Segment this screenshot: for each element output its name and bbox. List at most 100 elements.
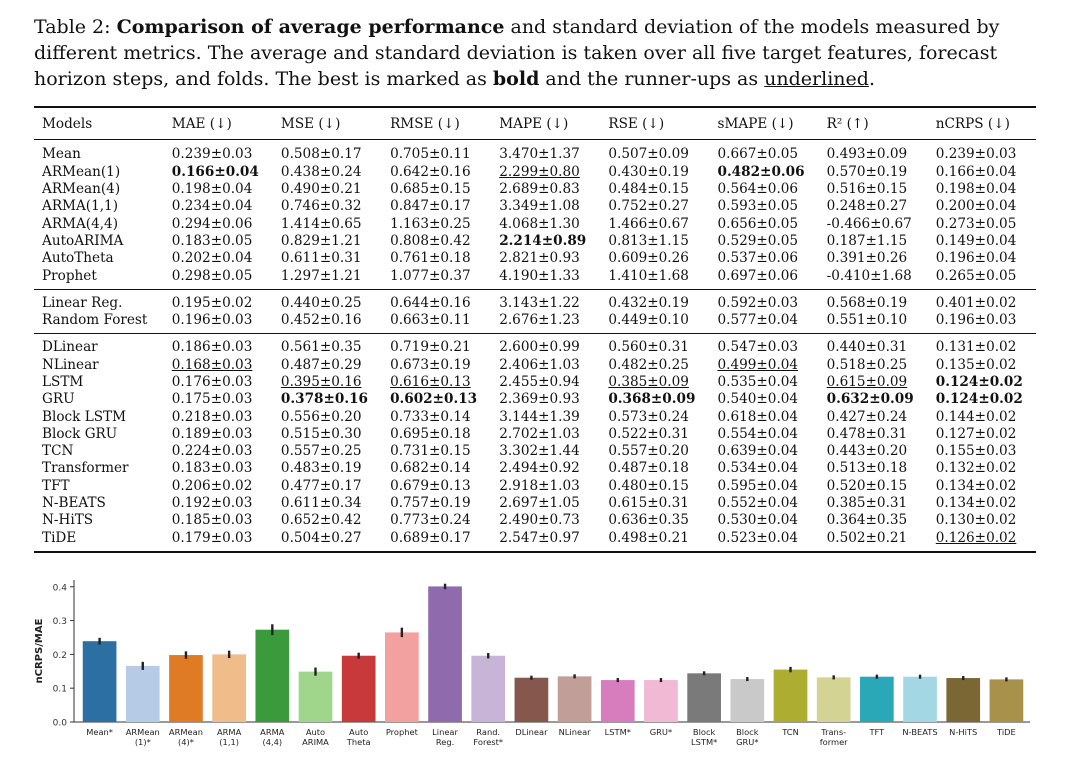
model-name-cell: ARMA(1,1) xyxy=(42,198,119,215)
metric-cell: 0.187±1.15 xyxy=(826,232,908,249)
metric-cell: 0.573±0.24 xyxy=(608,408,689,425)
metric-cell: 0.155±0.03 xyxy=(935,443,1017,460)
x-tick-label: Auto xyxy=(306,727,325,737)
metric-cell: 0.127±0.02 xyxy=(935,425,1017,442)
metric-cell: 2.214±0.89 xyxy=(499,232,587,249)
bar xyxy=(730,679,765,722)
metric-cell: 0.534±0.04 xyxy=(717,460,799,477)
metric-cell: 0.513±0.18 xyxy=(826,460,908,477)
runner-up-value: 0.168±0.03 xyxy=(171,356,253,373)
metric-cell: 2.697±1.05 xyxy=(499,495,580,512)
model-name-cell: DLinear xyxy=(42,339,98,356)
metric-cell: 2.821±0.93 xyxy=(499,250,580,267)
metric-cell: 0.577±0.04 xyxy=(717,312,799,329)
metric-cell: 0.200±0.04 xyxy=(935,198,1017,215)
x-tick-label: (1,1) xyxy=(219,737,239,747)
metric-cell: 0.570±0.19 xyxy=(826,163,908,180)
metric-cell: 0.202±0.04 xyxy=(171,250,253,267)
model-name-cell: AutoTheta xyxy=(42,250,114,267)
x-tick-label: TCN xyxy=(781,727,799,737)
metric-cell: 0.697±0.06 xyxy=(717,267,799,284)
table-group: Mean 0.239±0.03 0.508±0.17 0.705±0.11 3.470±… xyxy=(34,140,1036,289)
y-tick-label: 0.2 xyxy=(53,651,67,661)
metric-cell: 0.401±0.02 xyxy=(935,294,1017,311)
x-tick-label: Block xyxy=(736,727,759,737)
metric-cell: 0.523±0.04 xyxy=(717,529,799,546)
table-row: ARMean(1) 0.166±0.04 0.438±0.24 0.642±0.16 2… xyxy=(34,164,1036,181)
metric-cell: 0.611±0.31 xyxy=(280,250,362,267)
runner-up-value: 0.499±0.04 xyxy=(717,356,799,373)
bar xyxy=(644,680,678,722)
metric-cell: 0.135±0.02 xyxy=(935,356,1017,373)
metric-cell: 0.656±0.05 xyxy=(717,215,799,232)
metric-cell: 0.126±0.02 xyxy=(927,530,1036,552)
metric-cell: 0.364±0.35 xyxy=(826,512,908,529)
metric-cell: 4.068±1.30 xyxy=(499,215,580,232)
metric-cell: 0.685±0.15 xyxy=(390,181,471,198)
caption-text-1: and standard deviation of the models mea… xyxy=(34,16,1000,90)
metric-cell: 2.369±0.93 xyxy=(499,391,580,408)
metric-cell: 0.206±0.02 xyxy=(171,477,253,494)
metric-cell: 0.592±0.03 xyxy=(717,294,799,311)
metric-cell: 0.186±0.03 xyxy=(171,339,253,356)
model-name-cell: Block GRU xyxy=(42,425,118,442)
metric-cell: 0.430±0.19 xyxy=(608,163,689,180)
table-row: TCN 0.224±0.03 0.557±0.25 0.731±0.15 3.302±1… xyxy=(34,443,1036,460)
metric-cell: 0.808±0.42 xyxy=(390,232,471,249)
metric-cell: 0.134±0.02 xyxy=(935,495,1017,512)
x-tick-label: TFT xyxy=(868,727,885,737)
metric-cell: 0.520±0.15 xyxy=(826,477,908,494)
table-row: GRU 0.175±0.03 0.378±0.16 0.602±0.13 2.369±0… xyxy=(34,391,1036,408)
model-name-cell: ARMean(4) xyxy=(42,181,121,198)
metric-cell: 0.551±0.10 xyxy=(826,312,908,329)
metric-cell: 0.616±0.13 xyxy=(381,374,490,391)
metric-cell: 0.166±0.04 xyxy=(935,163,1017,180)
metric-cell: 0.483±0.19 xyxy=(280,460,362,477)
results-table-container: Models MAE (↓) MSE (↓) RMSE (↓) MAPE (↓) RSE … xyxy=(34,106,1036,553)
model-name-cell: TCN xyxy=(42,443,74,460)
metric-cell: 0.234±0.04 xyxy=(171,198,253,215)
table-row: ARMean(4) 0.198±0.04 0.490±0.21 0.685±0.15 2… xyxy=(34,181,1036,198)
x-tick-label: ARMA xyxy=(217,727,242,737)
metric-cell: 0.198±0.04 xyxy=(935,181,1017,198)
metric-cell: 0.179±0.03 xyxy=(171,529,253,546)
model-name-cell: TFT xyxy=(42,477,70,494)
metric-cell: 1.466±0.67 xyxy=(608,215,689,232)
metric-cell: 0.547±0.03 xyxy=(717,339,799,356)
metric-cell: 0.166±0.04 xyxy=(171,163,259,180)
caption-text-2: and the runner-ups as xyxy=(539,68,765,90)
metric-cell: 0.746±0.32 xyxy=(280,198,362,215)
metric-cell: 0.502±0.21 xyxy=(826,529,908,546)
header-cell: MSE (↓) xyxy=(280,116,341,133)
runner-up-value: 0.616±0.13 xyxy=(390,374,471,390)
metric-cell: 2.455±0.94 xyxy=(499,374,580,390)
metric-cell: 4.190±1.33 xyxy=(499,267,580,284)
runner-up-value: 2.299±0.80 xyxy=(499,163,580,180)
caption-underlined-word: underlined xyxy=(764,68,869,90)
metric-cell: 0.554±0.04 xyxy=(717,425,799,442)
bar xyxy=(514,677,549,722)
table-row: NLinear 0.168±0.03 0.487±0.29 0.673±0.19 2.4… xyxy=(34,357,1036,374)
metric-cell: 3.302±1.44 xyxy=(499,443,580,460)
metric-cell: 1.077±0.37 xyxy=(390,267,471,284)
metric-cell: 0.239±0.03 xyxy=(171,146,253,163)
metric-cell: 0.195±0.02 xyxy=(171,294,253,311)
metric-cell: 0.504±0.27 xyxy=(280,529,362,546)
bar xyxy=(385,632,419,722)
bar xyxy=(212,654,246,722)
table-row: TiDE 0.179±0.03 0.504±0.27 0.689±0.17 2.547±… xyxy=(34,530,1036,552)
metric-cell: 0.529±0.05 xyxy=(717,232,799,249)
metric-cell: 0.131±0.02 xyxy=(935,339,1017,356)
metric-cell: 2.676±1.23 xyxy=(499,312,580,329)
metric-cell: 0.535±0.04 xyxy=(717,374,799,390)
metric-cell: 0.609±0.26 xyxy=(608,250,689,267)
metric-cell: 2.494±0.92 xyxy=(499,460,580,477)
metric-cell: 0.719±0.21 xyxy=(390,339,471,356)
metric-cell: 2.490±0.73 xyxy=(499,512,580,529)
model-name-cell: LSTM xyxy=(42,374,84,390)
metric-cell: 0.518±0.25 xyxy=(826,356,908,373)
metric-cell: 0.615±0.09 xyxy=(818,374,927,391)
metric-cell: 1.410±1.68 xyxy=(608,267,689,284)
metric-cell: 0.198±0.04 xyxy=(171,181,253,198)
